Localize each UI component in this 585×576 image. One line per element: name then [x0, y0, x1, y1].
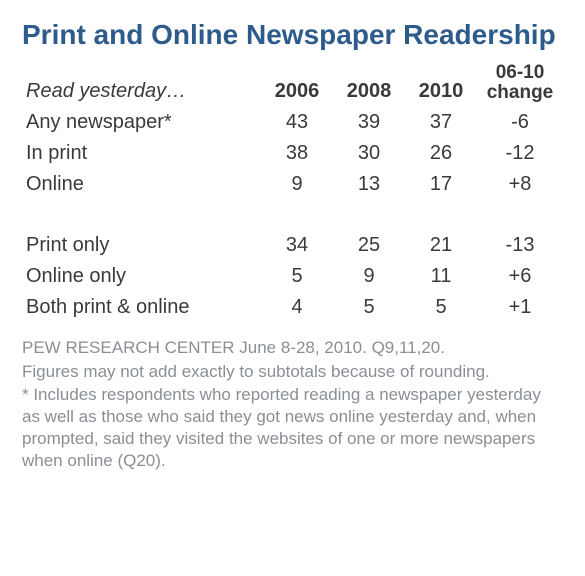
cell: 43: [261, 107, 333, 138]
readership-card: Print and Online Newspaper Readership Re…: [0, 0, 585, 576]
cell: 34: [261, 230, 333, 261]
subheader-label: Read yesterday…: [22, 59, 261, 107]
col-header-2008: 2008: [333, 59, 405, 107]
cell: 26: [405, 138, 477, 169]
cell-change: +1: [477, 292, 563, 323]
table-row: Online 9 13 17 +8: [22, 169, 563, 200]
card-title: Print and Online Newspaper Readership: [22, 18, 563, 51]
cell-change: +6: [477, 261, 563, 292]
col-header-2010: 2010: [405, 59, 477, 107]
cell: 38: [261, 138, 333, 169]
footnote-line: Figures may not add exactly to subtotals…: [22, 361, 563, 383]
cell: 37: [405, 107, 477, 138]
cell: 17: [405, 169, 477, 200]
table-row: Both print & online 4 5 5 +1: [22, 292, 563, 323]
cell: 5: [261, 261, 333, 292]
change-line1: 06-10: [496, 62, 545, 83]
footnotes: PEW RESEARCH CENTER June 8-28, 2010. Q9,…: [22, 337, 563, 472]
col-header-2006: 2006: [261, 59, 333, 107]
cell: 9: [261, 169, 333, 200]
cell-change: -13: [477, 230, 563, 261]
table-row: Any newspaper* 43 39 37 -6: [22, 107, 563, 138]
footnote-line: PEW RESEARCH CENTER June 8-28, 2010. Q9,…: [22, 337, 563, 359]
row-label: Both print & online: [22, 292, 261, 323]
cell: 39: [333, 107, 405, 138]
row-label: Online: [22, 169, 261, 200]
cell: 21: [405, 230, 477, 261]
row-label: In print: [22, 138, 261, 169]
change-line2: change: [487, 82, 554, 103]
cell: 9: [333, 261, 405, 292]
row-label: Any newspaper*: [22, 107, 261, 138]
cell-change: -6: [477, 107, 563, 138]
row-label: Online only: [22, 261, 261, 292]
col-header-change: 06-10 change: [477, 59, 563, 107]
cell-change: -12: [477, 138, 563, 169]
cell: 30: [333, 138, 405, 169]
cell: 11: [405, 261, 477, 292]
row-label: Print only: [22, 230, 261, 261]
table-row: Online only 5 9 11 +6: [22, 261, 563, 292]
footnote-line: * Includes respondents who reported read…: [22, 384, 563, 471]
cell: 4: [261, 292, 333, 323]
cell: 5: [333, 292, 405, 323]
cell: 25: [333, 230, 405, 261]
table-row: In print 38 30 26 -12: [22, 138, 563, 169]
cell: 5: [405, 292, 477, 323]
cell: 13: [333, 169, 405, 200]
readership-table: Read yesterday… 2006 2008 2010 06-10 cha…: [22, 59, 563, 323]
table-row: Print only 34 25 21 -13: [22, 230, 563, 261]
table-spacer: [22, 200, 563, 230]
cell-change: +8: [477, 169, 563, 200]
table-header-row: Read yesterday… 2006 2008 2010 06-10 cha…: [22, 59, 563, 107]
